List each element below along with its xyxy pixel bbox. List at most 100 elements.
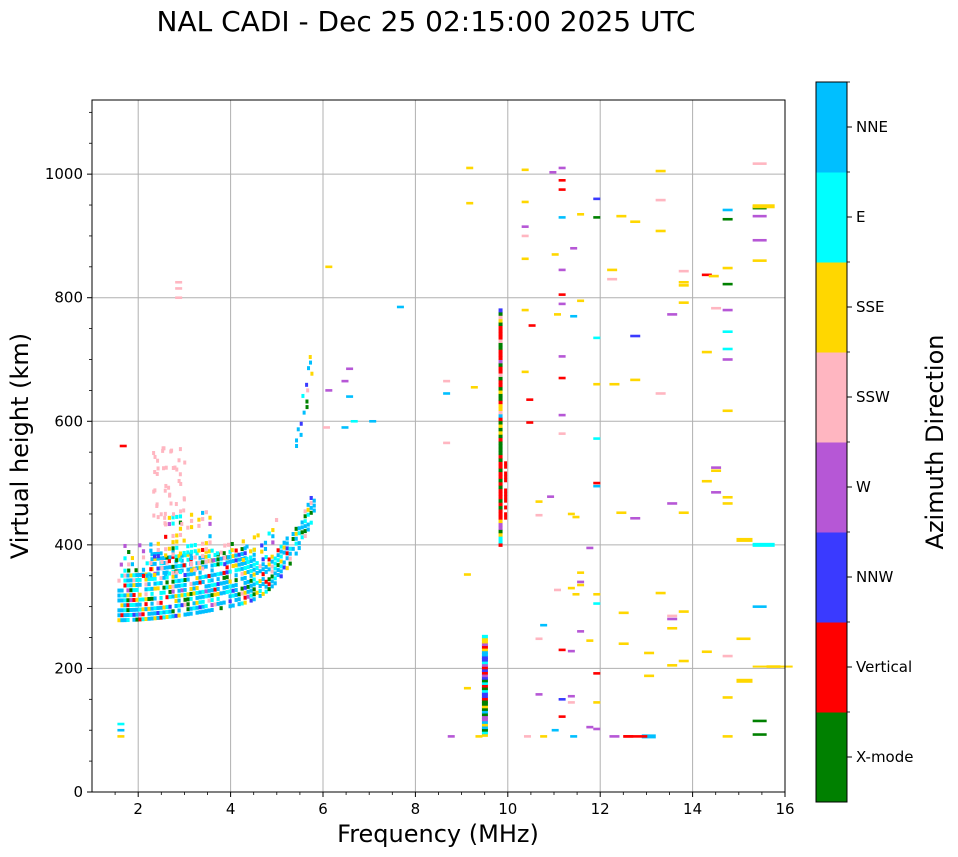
sparse-echo [341,426,349,429]
column-point [498,393,503,398]
column-point [498,359,503,364]
spread-point [197,517,201,522]
trace-point [159,615,163,620]
sparse-echo [752,542,775,547]
trace-point [207,578,211,583]
sparse-echo [701,650,712,654]
sparse-echo [577,571,585,574]
spread-point [149,573,153,578]
spread-point [134,568,138,573]
trace-point [237,592,241,597]
trace-point [177,588,181,593]
column-point [498,311,503,316]
trace-point [210,588,214,593]
column-point [498,447,503,452]
trace-point [303,514,307,519]
spread-point [164,483,168,488]
sparse-echo [593,592,601,596]
column-point [498,536,503,541]
spread-point [182,508,186,513]
trace-point [171,554,175,559]
sparse-echo [678,301,689,304]
sparse-echo [117,728,125,732]
trace-point [135,597,139,602]
trace-point [120,603,124,608]
column-point [498,345,503,350]
trace-point [195,576,199,581]
trace-point [234,558,238,563]
trace-point [213,592,217,597]
trace-point [228,559,232,564]
trace-point [252,582,256,587]
trace-point [123,593,127,598]
column-point [498,495,503,500]
column-point [498,315,503,320]
trace-point [156,615,160,620]
sparse-echo [711,306,722,310]
trace-point [180,578,184,583]
trace-point [168,604,172,609]
column-point [498,366,503,371]
trace-point [300,530,304,535]
sparse-echo [593,727,601,731]
column-point [481,637,488,641]
trace-point [195,551,199,556]
spread-point [167,522,171,527]
trace-point [285,566,289,571]
trace-point [299,432,303,437]
spread-point [219,550,223,555]
column-point [504,488,508,493]
colorbar-tick-label: X-mode [856,748,913,766]
spread-point [201,566,205,571]
sparse-echo [678,610,689,613]
trace-point [243,580,247,585]
sparse-echo [630,334,641,338]
column-point [498,349,503,354]
trace-point [300,535,304,540]
column-point [498,522,503,527]
trace-point [273,581,277,586]
sparse-echo [641,734,656,739]
sparse-echo [722,208,733,212]
sparse-echo [558,188,566,191]
column-point [498,328,503,333]
column-point [498,403,503,408]
trace-point [183,597,187,602]
column-point [481,658,488,662]
trace-point [252,562,256,567]
trace-point [270,569,274,574]
spread-point [149,548,153,553]
trace-point [240,601,244,606]
trace-point [210,607,214,612]
sparse-echo [175,296,183,300]
trace-point [129,593,133,598]
sparse-echo [521,234,529,238]
column-point [498,335,503,340]
trace-point [186,577,190,582]
sparse-echo [623,735,648,738]
trace-point [267,567,271,572]
spread-point [178,447,182,452]
trace-point [171,579,175,584]
spread-point [193,549,197,554]
trace-point [234,583,238,588]
spread-point [179,509,183,514]
trace-point [267,587,271,592]
trace-point [243,570,247,575]
trace-point [195,566,199,571]
spread-point [186,525,190,530]
trace-point [189,582,193,587]
trace-point [301,393,305,398]
trace-point [299,421,303,426]
trace-point [285,541,289,546]
sparse-echo [752,605,767,608]
sparse-echo [572,592,580,596]
trace-point [123,618,127,623]
trace-point [282,560,286,565]
trace-point [264,579,268,584]
spread-point [162,446,166,451]
spread-point [274,517,279,522]
trace-point [126,573,130,578]
sparse-echo [117,735,125,738]
trace-point [210,558,214,563]
